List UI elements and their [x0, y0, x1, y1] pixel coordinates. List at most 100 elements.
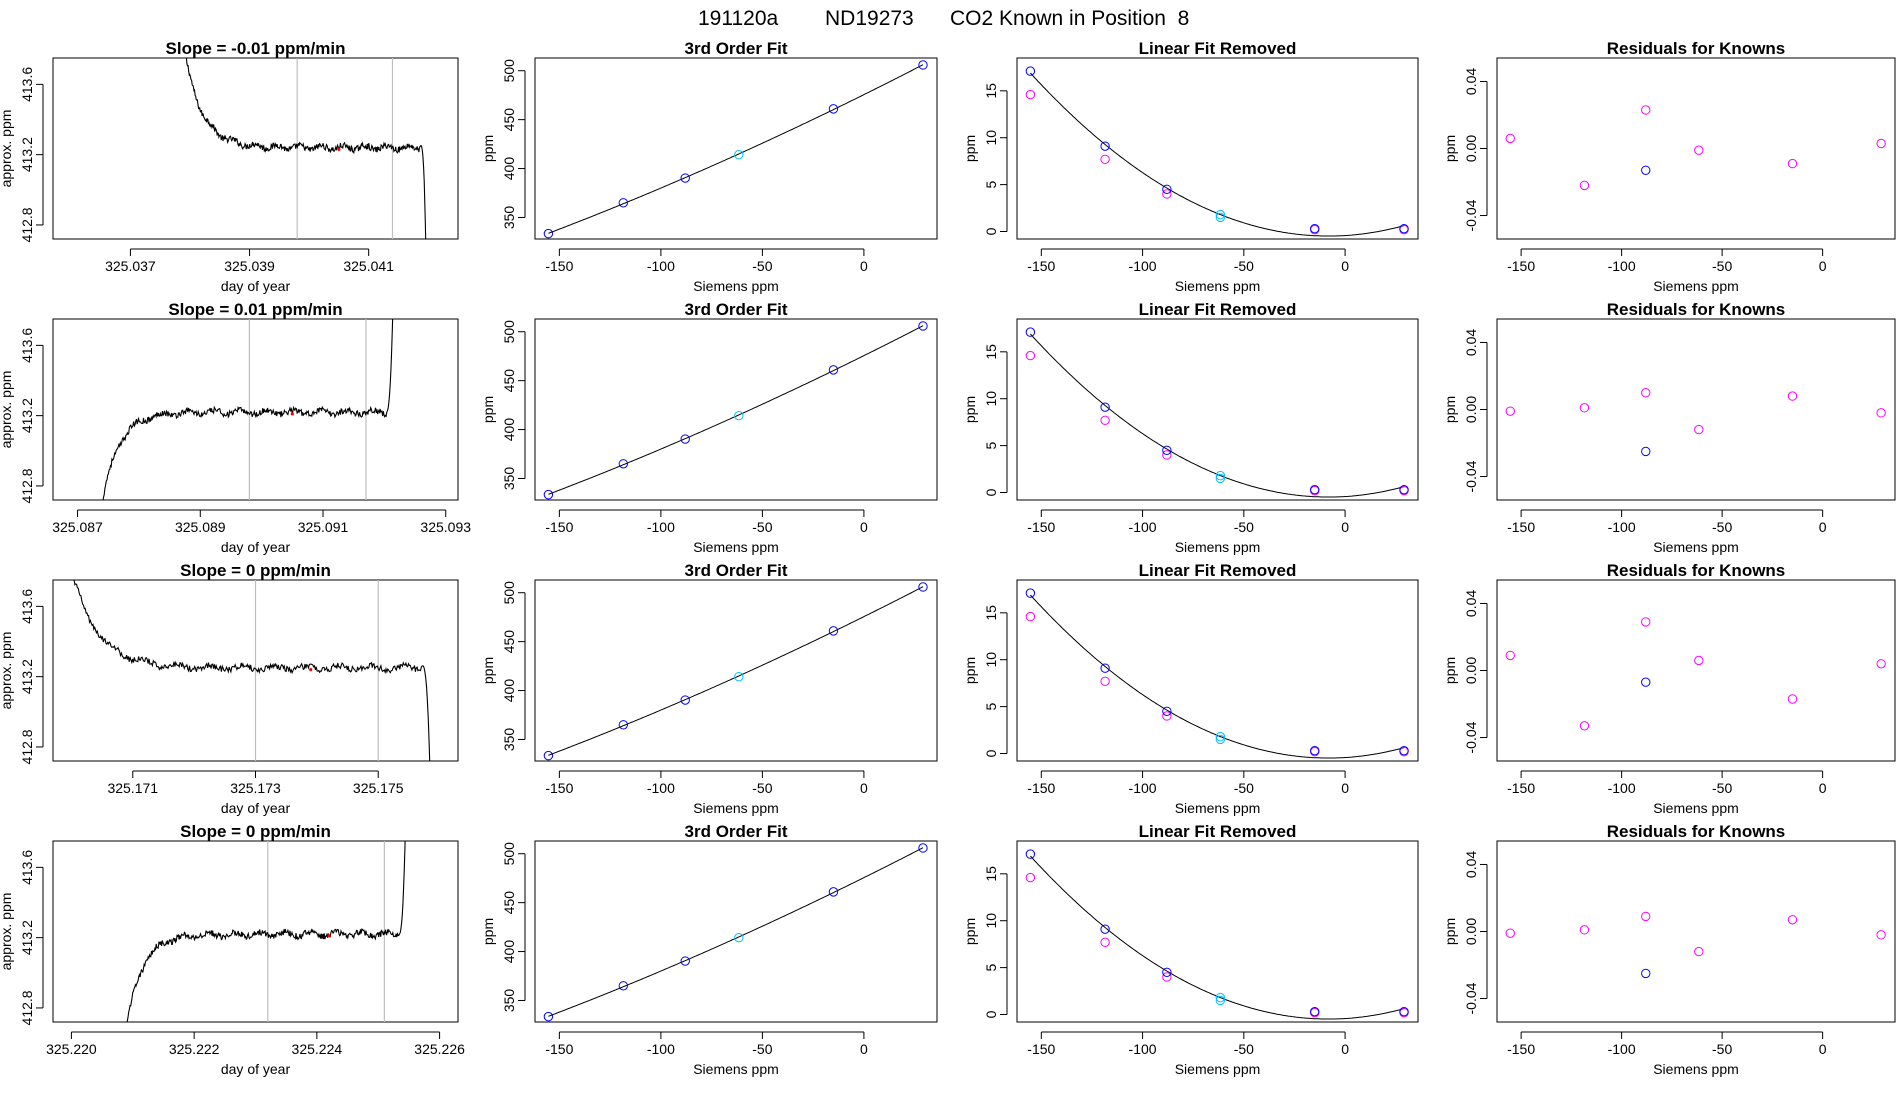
panel-title: Linear Fit Removed: [1139, 300, 1297, 319]
y-tick-label: -0.04: [1463, 982, 1479, 1014]
panel-title: 3rd Order Fit: [685, 822, 788, 841]
chart-grid: Slope = -0.01 ppm/min 325.037 325.039 325.0…: [0, 39, 1896, 1077]
x-axis-label: day of year: [221, 539, 291, 555]
data-point-cyan: [1215, 470, 1226, 481]
plot-area: [1505, 105, 1886, 191]
data-point-cyan: [1215, 212, 1226, 223]
x-tick-label: -50: [1712, 258, 1732, 274]
data-point-magenta: [1162, 189, 1172, 199]
x-axis-label: Siemens ppm: [693, 278, 779, 294]
panel-title: 3rd Order Fit: [685, 300, 788, 319]
y-axis-label: ppm: [962, 396, 978, 423]
y-axis-label: ppm: [480, 918, 496, 945]
y-tick-label: 400: [501, 418, 517, 442]
data-point-blue: [1025, 327, 1036, 337]
x-tick-label: 0: [860, 519, 868, 535]
data-point-cyan: [1215, 209, 1226, 220]
fit-curve: [1030, 72, 1405, 237]
x-axis-label: day of year: [221, 1061, 291, 1077]
x-axis-label: Siemens ppm: [1175, 800, 1261, 816]
plot-area: [1025, 66, 1409, 237]
data-point-blue: [828, 365, 839, 375]
data-point-blue: [618, 981, 629, 991]
panel-r4-c3: Linear Fit Removed -150 -100 -50 0 Siemens pp…: [962, 822, 1419, 1077]
plot-frame: [534, 840, 938, 1023]
residual-point-magenta: [1787, 158, 1798, 169]
plot-frame: [534, 57, 938, 240]
y-tick-label: 413.6: [19, 328, 35, 363]
y-tick-label: 0.00: [1463, 657, 1479, 684]
panel-r1-c1: Slope = -0.01 ppm/min 325.037 325.039 325.0…: [0, 39, 459, 294]
y-tick-label: 0: [983, 227, 999, 235]
x-tick-label: -50: [752, 519, 772, 535]
residual-point-magenta: [1641, 388, 1651, 398]
x-tick-label: -150: [1507, 1041, 1535, 1057]
plot-area: [543, 60, 928, 239]
data-point-blue: [1310, 484, 1320, 495]
panel-r4-c2: 3rd Order Fit -150 -100 -50 0 Siemens ppm 350 4…: [480, 822, 938, 1077]
x-tick-label: -150: [545, 1041, 573, 1057]
plot-frame: [1016, 318, 1419, 501]
data-point-blue: [618, 459, 629, 469]
x-tick-label: 325.039: [224, 258, 275, 274]
y-tick-label: 10: [983, 130, 999, 146]
concentration-trace: [185, 58, 427, 239]
y-tick-label: 413.2: [19, 659, 35, 694]
y-axis-label: approx. ppm: [0, 110, 14, 188]
plot-area: [1025, 588, 1409, 759]
data-point-magenta: [1100, 676, 1110, 686]
panel-title: Slope = 0 ppm/min: [180, 822, 331, 841]
data-point-blue: [543, 750, 554, 761]
plot-area: [1505, 617, 1886, 731]
x-axis-label: Siemens ppm: [693, 1061, 779, 1077]
y-tick-label: -0.04: [1463, 721, 1479, 753]
residual-point-magenta: [1787, 391, 1798, 401]
data-point-blue: [1310, 1006, 1320, 1017]
plot-area: [126, 841, 406, 1022]
plot-frame: [1016, 840, 1419, 1023]
x-tick-label: 0: [1341, 1041, 1349, 1057]
x-axis-label: day of year: [221, 278, 291, 294]
data-point-cyan: [734, 149, 744, 160]
x-tick-label: -100: [647, 258, 675, 274]
data-point-magenta: [1100, 415, 1110, 425]
y-tick-label: 500: [501, 59, 517, 83]
y-tick-label: 0.00: [1463, 135, 1479, 162]
figure-title-run-id: 191120a: [698, 7, 779, 30]
panel-title: Linear Fit Removed: [1139, 822, 1297, 841]
fit-curve: [1030, 855, 1405, 1020]
concentration-trace: [126, 841, 406, 1022]
y-axis-label: ppm: [962, 135, 978, 162]
x-axis-label: Siemens ppm: [693, 800, 779, 816]
y-tick-label: 500: [501, 581, 517, 605]
data-point-magenta: [1162, 450, 1172, 460]
data-point-blue: [1162, 967, 1172, 977]
data-point-cyan: [1215, 731, 1226, 742]
panel-r3-c4: Residuals for Knowns -150 -100 -50 0 Siemens …: [1442, 561, 1896, 816]
x-tick-label: -50: [1234, 258, 1254, 274]
data-point-blue: [618, 198, 629, 208]
y-axis-label: ppm: [480, 657, 496, 684]
x-tick-label: 0: [860, 1041, 868, 1057]
residual-point-magenta: [1505, 406, 1515, 416]
data-point-cyan: [1215, 995, 1226, 1006]
plot-area: [73, 580, 431, 761]
x-tick-label: -50: [1712, 780, 1732, 796]
x-tick-label: -100: [1608, 519, 1636, 535]
figure-title-description: CO2 Known in Position 8: [950, 7, 1189, 30]
plot-area: [1505, 911, 1886, 979]
panel-title: Slope = -0.01 ppm/min: [166, 39, 346, 58]
data-point-blue: [680, 173, 690, 183]
y-tick-label: 350: [501, 989, 517, 1013]
y-tick-label: 15: [983, 344, 999, 360]
x-tick-label: -150: [1507, 519, 1535, 535]
x-tick-label: -150: [545, 780, 573, 796]
data-point-blue: [918, 582, 928, 592]
y-tick-label: 10: [983, 913, 999, 929]
data-point-blue: [1310, 745, 1320, 756]
x-tick-label: -150: [1507, 780, 1535, 796]
panel-r3-c3: Linear Fit Removed -150 -100 -50 0 Siemens pp…: [962, 561, 1419, 816]
panel-r2-c2: 3rd Order Fit -150 -100 -50 0 Siemens ppm 350 4…: [480, 300, 938, 555]
data-point-blue: [1100, 402, 1110, 412]
x-axis-label: Siemens ppm: [1175, 1061, 1261, 1077]
